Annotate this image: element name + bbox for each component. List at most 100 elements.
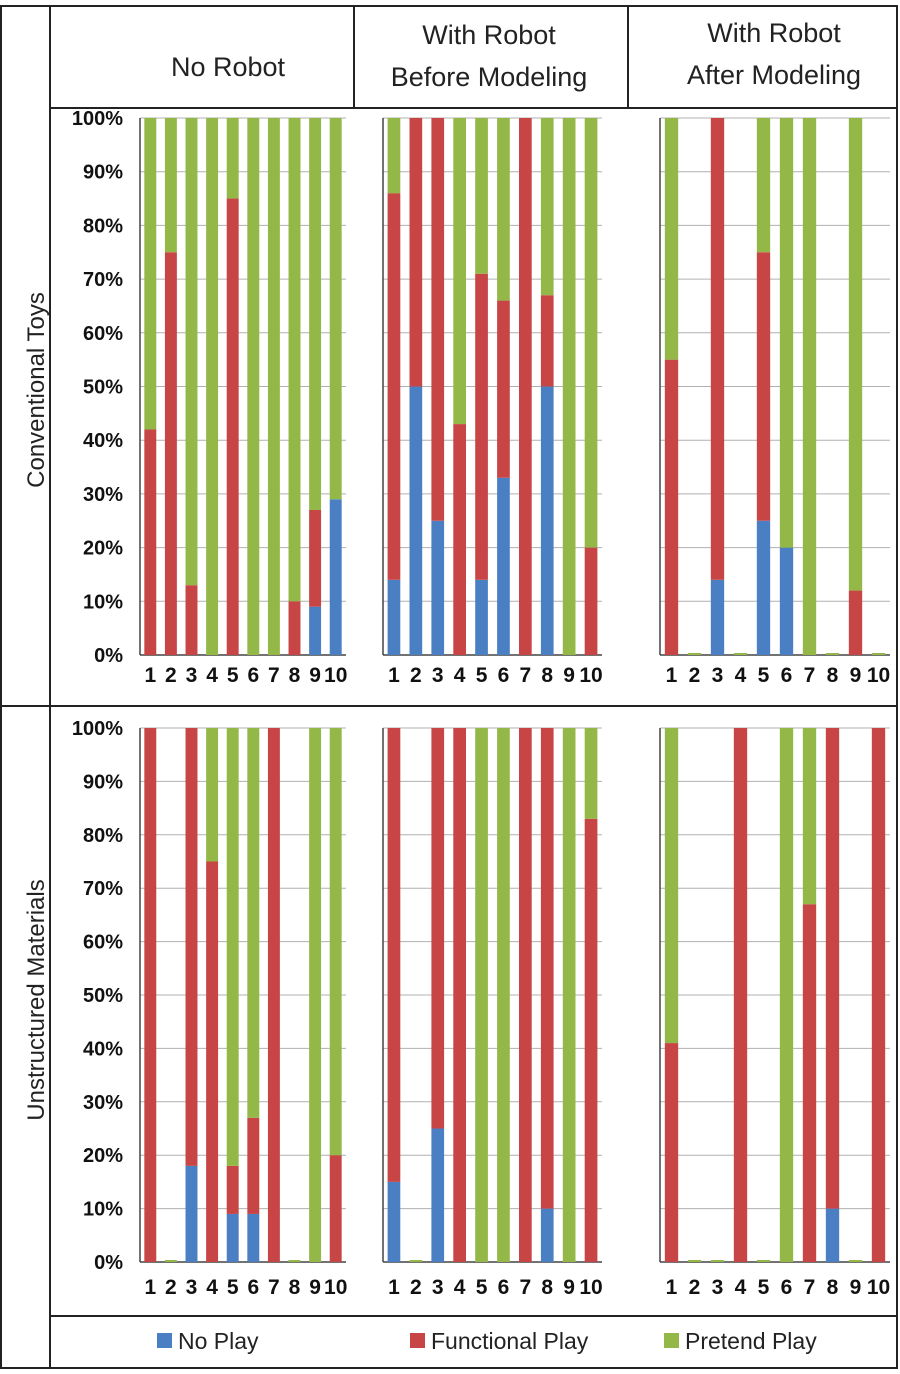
- panel-conventional-toys-no-robot-x-tick-label: 6: [247, 664, 259, 687]
- panel-unstructured-materials-after-modeling-x-tick-label: 8: [827, 1276, 839, 1299]
- panel-conventional-toys-before-modeling-x-tick-label: 4: [454, 664, 466, 687]
- panel-unstructured-materials-before-modeling-bar-functional-play-4: [453, 728, 467, 1262]
- panel-unstructured-materials-after-modeling-x-tick-label: 6: [781, 1276, 793, 1299]
- panel-conventional-toys-no-robot-bar-pretend-play-1: [144, 118, 157, 430]
- panel-unstructured-materials-before-modeling-x-tick-label: 4: [454, 1276, 466, 1299]
- panel-unstructured-materials-before-modeling-x-tick-label: 8: [541, 1276, 553, 1299]
- panel-conventional-toys-before-modeling-bar-pretend-play-8: [540, 118, 554, 296]
- panel-conventional-toys-after-modeling-bar-functional-play-1: [664, 359, 679, 655]
- panel-unstructured-materials-no-robot-y-tick-label: 100%: [72, 718, 123, 740]
- panel-unstructured-materials-no-robot-bar-empty-8: [288, 1260, 301, 1262]
- panel-conventional-toys-after-modeling-x-tick-label: 9: [850, 664, 862, 687]
- panel-unstructured-materials-no-robot-y-tick-label: 50%: [83, 985, 123, 1007]
- legend-swatch-no-play: [157, 1333, 172, 1348]
- panel-unstructured-materials-no-robot-bar-functional-play-1: [144, 728, 157, 1262]
- panel-conventional-toys-after-modeling-x-tick-label: 5: [758, 664, 770, 687]
- panel-conventional-toys-no-robot-bar-pretend-play-9: [309, 118, 322, 511]
- panel-conventional-toys-no-robot-x-tick-label: 7: [268, 664, 280, 687]
- panel-unstructured-materials-after-modeling-x-tick-label: 1: [666, 1276, 678, 1299]
- panel-unstructured-materials-after-modeling-bar-functional-play-10: [871, 728, 886, 1262]
- panel-unstructured-materials-after-modeling-bar-empty-9: [848, 1260, 863, 1262]
- panel-conventional-toys-no-robot-bar-functional-play-5: [226, 198, 239, 656]
- panel-unstructured-materials-before-modeling-bar-no-play-8: [540, 1208, 554, 1262]
- panel-conventional-toys-no-robot-x-tick-label: 1: [144, 664, 156, 687]
- panel-unstructured-materials-no-robot-bar-pretend-play-9: [309, 728, 322, 1262]
- panel-conventional-toys-before-modeling-bar-functional-play-8: [540, 295, 554, 387]
- panel-unstructured-materials-no-robot-bar-no-play-5: [226, 1213, 239, 1262]
- panel-unstructured-materials-before-modeling-bar-pretend-play-9: [562, 728, 576, 1262]
- panel-conventional-toys-before-modeling-x-tick-label: 3: [432, 664, 444, 687]
- panel-unstructured-materials-no-robot-x-tick-label: 5: [227, 1276, 239, 1299]
- panel-conventional-toys-after-modeling-bar-empty-8: [825, 653, 840, 655]
- panel-unstructured-materials-after-modeling-bar-empty-2: [687, 1260, 702, 1262]
- panel-conventional-toys-no-robot-y-tick-label: 10%: [83, 591, 123, 613]
- panel-conventional-toys-no-robot-bar-functional-play-1: [144, 429, 157, 655]
- panel-conventional-toys-before-modeling-x-tick-label: 5: [476, 664, 488, 687]
- legend-swatch-functional-play: [410, 1333, 425, 1348]
- panel-conventional-toys-before-modeling-bar-functional-play-7: [518, 118, 532, 655]
- panel-conventional-toys-before-modeling-x-tick-label: 10: [579, 664, 602, 687]
- panel-conventional-toys-before-modeling-bar-no-play-8: [540, 386, 554, 655]
- chart-panels: 0%10%20%30%40%50%60%70%80%90%100%1 2 3 4 5 6 7…: [72, 108, 890, 1299]
- panel-conventional-toys-before-modeling-bar-pretend-play-10: [584, 118, 598, 548]
- panel-unstructured-materials-before-modeling-bar-functional-play-7: [518, 728, 532, 1262]
- panel-unstructured-materials-after-modeling-x-tick-label: 3: [712, 1276, 724, 1299]
- panel-conventional-toys-no-robot-bar-functional-play-8: [288, 601, 301, 655]
- panel-conventional-toys-no-robot-bar-pretend-play-2: [164, 118, 177, 253]
- panel-unstructured-materials-before-modeling-bar-no-play-1: [387, 1181, 401, 1262]
- panel-unstructured-materials-before-modeling-bar-no-play-3: [431, 1128, 445, 1262]
- panel-unstructured-materials-before-modeling-x-tick-label: 2: [410, 1276, 422, 1299]
- figure-border: [0, 5, 898, 1369]
- panel-unstructured-materials-no-robot-bar-functional-play-4: [206, 861, 219, 1262]
- panel-unstructured-materials-no-robot-bar-pretend-play-5: [226, 728, 239, 1166]
- legend-swatch-pretend-play: [664, 1333, 679, 1348]
- panel-conventional-toys-no-robot-bar-pretend-play-3: [185, 118, 198, 586]
- panel-unstructured-materials-before-modeling-x-tick-label: 6: [498, 1276, 510, 1299]
- panel-unstructured-materials-no-robot-x-tick-label: 8: [289, 1276, 301, 1299]
- panel-conventional-toys-no-robot-x-tick-label: 8: [289, 664, 301, 687]
- panel-conventional-toys-no-robot-y-tick-label: 40%: [83, 430, 123, 452]
- panel-conventional-toys-after-modeling-bar-functional-play-5: [756, 252, 771, 521]
- panel-conventional-toys-before-modeling-bar-no-play-3: [431, 520, 445, 655]
- panel-unstructured-materials-after-modeling-bar-pretend-play-1: [664, 728, 679, 1044]
- panel-unstructured-materials-after-modeling-x-tick-label: 4: [735, 1276, 747, 1299]
- panel-unstructured-materials-before-modeling-bar-functional-play-10: [584, 818, 598, 1262]
- panel-conventional-toys-no-robot-bar-functional-play-9: [309, 510, 322, 607]
- panel-conventional-toys-after-modeling-bar-empty-10: [871, 653, 886, 655]
- panel-conventional-toys-no-robot-y-tick-label: 50%: [83, 377, 123, 399]
- panel-conventional-toys-no-robot-x-tick-label: 4: [206, 664, 218, 687]
- row-label-unstructured-materials: Unstructured Materials: [23, 879, 50, 1120]
- panel-conventional-toys-after-modeling-x-tick-label: 2: [689, 664, 701, 687]
- column-header-after-line2: After Modeling: [687, 60, 861, 90]
- panel-conventional-toys-before-modeling-bar-functional-play-1: [387, 193, 401, 580]
- panel-conventional-toys-before-modeling-bar-functional-play-5: [475, 273, 488, 580]
- row-label-conventional-toys: Conventional Toys: [23, 292, 50, 488]
- panel-unstructured-materials-no-robot-y-tick-label: 10%: [83, 1199, 123, 1221]
- panel-unstructured-materials-no-robot-x-tick-label: 7: [268, 1276, 280, 1299]
- panel-conventional-toys-no-robot-x-tick-label: 9: [309, 664, 321, 687]
- panel-unstructured-materials-after-modeling-bar-empty-3: [710, 1260, 725, 1262]
- panel-conventional-toys-no-robot-bar-pretend-play-5: [226, 118, 239, 199]
- panel-unstructured-materials-before-modeling-bar-functional-play-3: [431, 728, 445, 1129]
- column-header-no-robot: No Robot: [171, 52, 286, 82]
- panel-conventional-toys-after-modeling-bar-pretend-play-1: [664, 118, 679, 360]
- panel-conventional-toys-no-robot-y-tick-label: 80%: [83, 215, 123, 237]
- panel-unstructured-materials-before-modeling-bar-empty-2: [409, 1260, 423, 1262]
- panel-conventional-toys-before-modeling-x-tick-label: 1: [388, 664, 400, 687]
- panel-conventional-toys-after-modeling-bar-no-play-5: [756, 520, 771, 655]
- panel-unstructured-materials-after-modeling-bar-empty-5: [756, 1260, 771, 1262]
- panel-conventional-toys-after-modeling-x-tick-label: 1: [666, 664, 678, 687]
- panel-unstructured-materials-no-robot-bar-pretend-play-6: [247, 728, 260, 1118]
- panel-conventional-toys-no-robot-y-tick-label: 30%: [83, 484, 123, 506]
- panel-unstructured-materials-no-robot-x-tick-label: 4: [206, 1276, 218, 1299]
- panel-conventional-toys-before-modeling-x-tick-label: 9: [563, 664, 575, 687]
- panel-unstructured-materials-after-modeling-bar-functional-play-1: [664, 1043, 679, 1262]
- panel-conventional-toys-after-modeling-bar-pretend-play-7: [802, 118, 817, 655]
- panel-unstructured-materials-after-modeling: 1 2 3 4 5 6 7 8 9 10: [659, 727, 890, 1299]
- panel-unstructured-materials-no-robot: 0% 10% 20% 30% 40% 50% 60% 70% 80% 90% 100% 1 2 3 4 5 6 7…: [72, 718, 348, 1299]
- panel-conventional-toys-no-robot-x-tick-label: 2: [165, 664, 177, 687]
- column-header-after-line1: With Robot: [707, 18, 841, 48]
- panel-conventional-toys-no-robot-y-tick-label: 60%: [83, 323, 123, 345]
- panel-unstructured-materials-no-robot-y-tick-label: 60%: [83, 932, 123, 954]
